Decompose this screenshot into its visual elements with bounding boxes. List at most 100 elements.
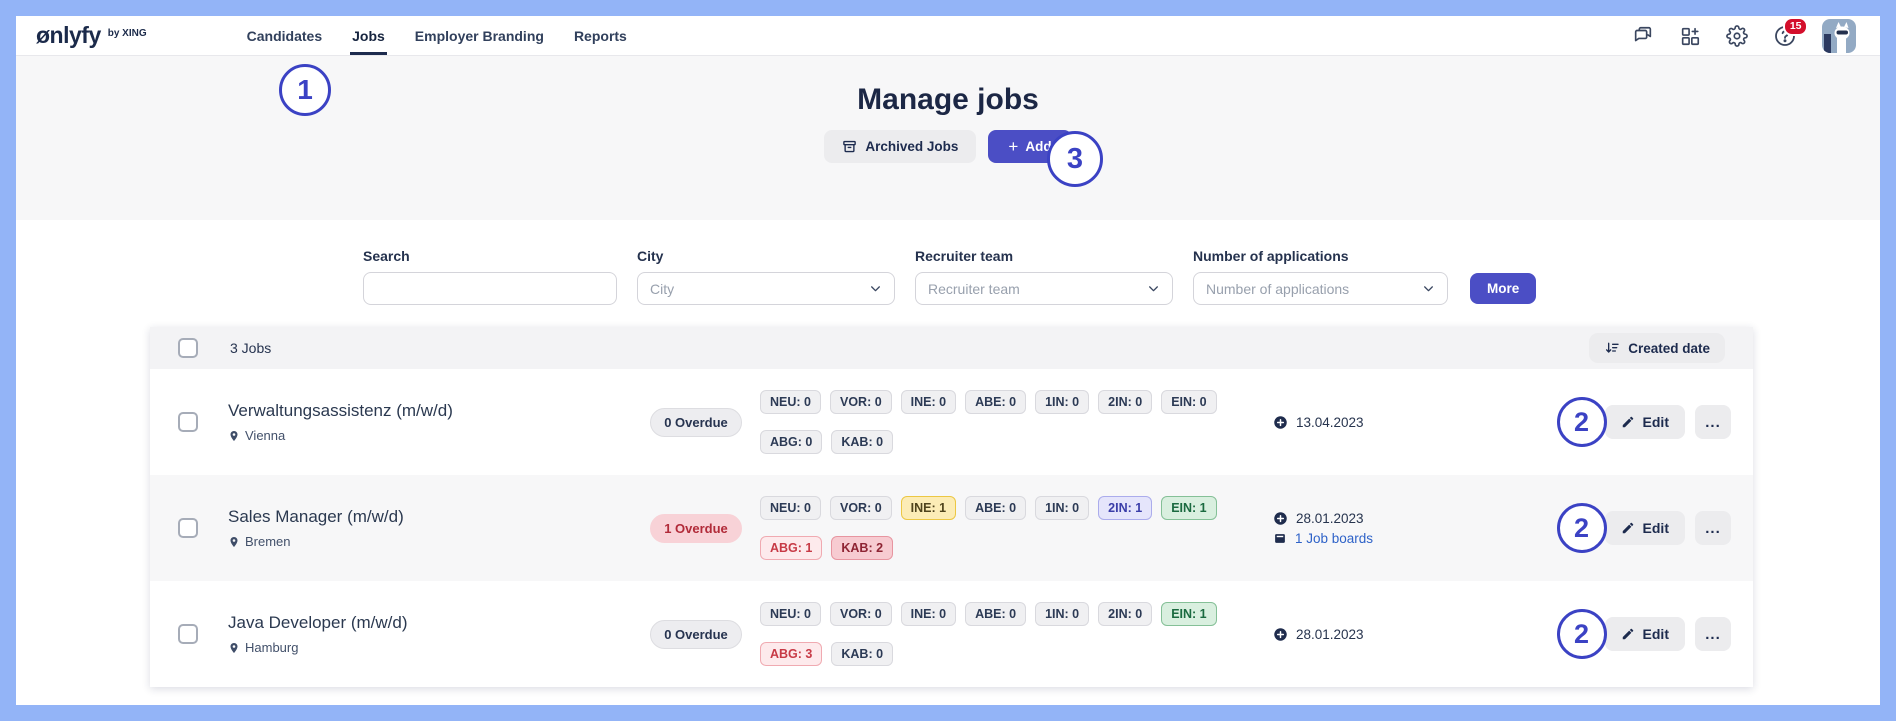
brand-byline: by XING (107, 28, 147, 39)
nav-reports[interactable]: Reports (573, 27, 627, 44)
nav-candidates[interactable]: Candidates (246, 27, 323, 44)
edit-job-button[interactable]: Edit (1604, 405, 1685, 439)
job-row: Java Developer (m/w/d) Hamburg 0 Overdue… (150, 581, 1753, 687)
more-filters-button[interactable]: More (1470, 273, 1537, 304)
stage-badges: NEU: 0 VOR: 0 INE: 0 ABE: 0 1IN: 0 2IN: … (760, 581, 1265, 687)
stage-badges: NEU: 0 VOR: 0 INE: 1 ABE: 0 1IN: 0 2IN: … (760, 475, 1265, 581)
stage-badge[interactable]: VOR: 0 (829, 601, 892, 626)
edit-job-button[interactable]: Edit (1604, 511, 1685, 545)
jobs-list-card: 3 Jobs Created date Verwaltungsassistenz… (150, 327, 1753, 687)
settings-gear-icon[interactable] (1726, 24, 1748, 47)
hero-buttons: Archived Jobs + Add (16, 130, 1880, 163)
created-date-icon (1273, 627, 1288, 642)
stage-badge[interactable]: 2IN: 1 (1098, 495, 1153, 520)
user-avatar[interactable] (1822, 18, 1856, 53)
annotation-step-1: 1 (279, 64, 331, 116)
stage-badges: NEU: 0 VOR: 0 INE: 0 ABE: 0 1IN: 0 2IN: … (760, 369, 1265, 475)
stage-badge[interactable]: INE: 0 (900, 601, 957, 626)
app-window: ønlyfy by XING Candidates Jobs Employer … (16, 16, 1880, 705)
filters-bar: Search City City Recruiter team Recruite… (16, 220, 1880, 327)
applications-select[interactable]: Number of applications (1193, 272, 1448, 305)
job-boards-link[interactable]: 1 Job boards (1295, 530, 1374, 546)
stage-badge[interactable]: EIN: 1 (1161, 495, 1217, 520)
annotation-step-2: 2 (1556, 609, 1607, 659)
help-icon[interactable]: 15 (1773, 16, 1808, 48)
city-select[interactable]: City (637, 272, 895, 305)
stage-badge[interactable]: EIN: 0 (1161, 389, 1217, 414)
stage-badge[interactable]: ABE: 0 (965, 601, 1027, 626)
created-date: 28.01.2023 (1273, 627, 1473, 642)
row-more-actions-button[interactable]: ... (1695, 511, 1731, 545)
messages-icon[interactable] (1632, 25, 1654, 47)
job-location: Bremen (228, 534, 598, 549)
overdue-badge: 0 Overdue (650, 407, 742, 437)
stage-badge[interactable]: ABE: 0 (965, 389, 1027, 414)
job-row: Sales Manager (m/w/d) Bremen 1 Overdue N… (150, 475, 1753, 581)
stage-badge[interactable]: KAB: 0 (831, 642, 894, 667)
location-pin-icon (228, 429, 240, 443)
stage-badge[interactable]: KAB: 2 (831, 536, 894, 561)
job-title[interactable]: Java Developer (m/w/d) (228, 613, 408, 632)
archived-jobs-button[interactable]: Archived Jobs (824, 130, 977, 163)
created-date-icon (1273, 415, 1288, 430)
recruiter-team-select[interactable]: Recruiter team (915, 272, 1173, 305)
stage-badge[interactable]: ABG: 3 (760, 642, 823, 667)
onlyfy-logo[interactable]: ønlyfy by XING (36, 22, 147, 49)
stage-badge[interactable]: INE: 0 (900, 389, 957, 414)
stage-badge[interactable]: VOR: 0 (829, 495, 892, 520)
apps-add-icon[interactable] (1679, 25, 1701, 47)
job-checkbox[interactable] (178, 412, 198, 432)
stage-badge[interactable]: ABG: 0 (760, 430, 823, 455)
stage-badge[interactable]: 2IN: 0 (1098, 389, 1153, 414)
job-checkbox[interactable] (178, 624, 198, 644)
location-pin-icon (228, 535, 240, 549)
page-title: Manage jobs (857, 83, 1039, 116)
job-checkbox[interactable] (178, 518, 198, 538)
main-nav: Candidates Jobs Employer Branding Report… (247, 16, 627, 55)
job-row: Verwaltungsassistenz (m/w/d) Vienna 0 Ov… (150, 369, 1753, 475)
pencil-icon (1621, 627, 1635, 641)
job-location: Vienna (228, 428, 598, 443)
stage-badge[interactable]: 1IN: 0 (1035, 495, 1090, 520)
created-date-icon (1273, 511, 1288, 526)
stage-badge[interactable]: NEU: 0 (760, 389, 821, 414)
stage-badge[interactable]: EIN: 1 (1161, 601, 1217, 626)
nav-jobs[interactable]: Jobs (350, 16, 387, 55)
stage-badge[interactable]: VOR: 0 (829, 389, 892, 414)
stage-badge[interactable]: 1IN: 0 (1035, 389, 1090, 414)
row-more-actions-button[interactable]: ... (1695, 617, 1731, 651)
pencil-icon (1621, 415, 1635, 429)
edit-job-button[interactable]: Edit (1604, 617, 1685, 651)
search-label: Search (363, 248, 410, 264)
stage-badge[interactable]: NEU: 0 (760, 601, 821, 626)
nav-employer-branding[interactable]: Employer Branding (414, 27, 544, 44)
sort-created-date-button[interactable]: Created date (1589, 333, 1725, 363)
job-location: Hamburg (228, 640, 598, 655)
stage-badge[interactable]: 1IN: 0 (1035, 601, 1090, 626)
notification-count-badge: 15 (1783, 16, 1808, 36)
job-title[interactable]: Verwaltungsassistenz (m/w/d) (228, 401, 453, 420)
stage-badge[interactable]: ABE: 0 (965, 495, 1027, 520)
stage-badge[interactable]: 2IN: 0 (1098, 601, 1153, 626)
recruiter-team-label: Recruiter team (915, 248, 1014, 264)
applications-label: Number of applications (1193, 248, 1349, 264)
sort-descending-icon (1604, 340, 1620, 356)
city-label: City (637, 248, 664, 264)
location-pin-icon (228, 641, 240, 655)
job-boards: 1 Job boards (1273, 531, 1473, 546)
select-all-checkbox[interactable] (178, 338, 198, 358)
stage-badge[interactable]: ABG: 1 (760, 536, 823, 561)
stage-badge[interactable]: KAB: 0 (831, 430, 894, 455)
archive-box-icon (842, 139, 857, 154)
job-title[interactable]: Sales Manager (m/w/d) (228, 507, 404, 526)
search-input[interactable] (363, 272, 617, 305)
stage-badge[interactable]: NEU: 0 (760, 495, 821, 520)
row-more-actions-button[interactable]: ... (1695, 405, 1731, 439)
overdue-badge: 1 Overdue (650, 513, 742, 543)
annotation-step-2: 2 (1556, 397, 1607, 447)
stage-badge[interactable]: INE: 1 (900, 495, 957, 520)
chevron-down-icon (1147, 282, 1160, 295)
topbar-actions: 15 (1632, 16, 1856, 53)
list-header: 3 Jobs Created date (150, 327, 1753, 369)
plus-icon: + (1008, 136, 1019, 156)
